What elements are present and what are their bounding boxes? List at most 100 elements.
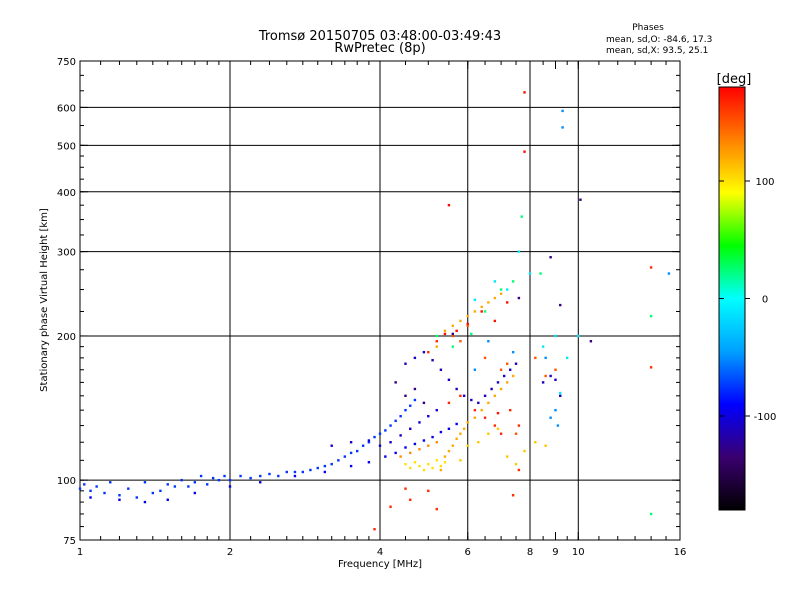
data-point bbox=[378, 444, 382, 447]
data-point bbox=[409, 404, 412, 407]
data-point bbox=[435, 345, 438, 348]
data-point bbox=[268, 472, 271, 476]
data-point bbox=[89, 496, 92, 499]
y-tick-label: 100 bbox=[57, 476, 76, 487]
data-point bbox=[541, 345, 545, 348]
data-point bbox=[404, 394, 407, 398]
data-point bbox=[378, 432, 382, 435]
data-point bbox=[427, 414, 430, 418]
data-point bbox=[78, 487, 82, 490]
data-point bbox=[511, 494, 515, 497]
data-point bbox=[499, 288, 503, 291]
data-point bbox=[277, 474, 280, 478]
data-point bbox=[413, 387, 417, 391]
data-point bbox=[505, 455, 509, 458]
data-point bbox=[394, 419, 397, 423]
data-point bbox=[549, 374, 552, 378]
data-point bbox=[559, 394, 562, 398]
data-point bbox=[223, 474, 226, 478]
data-point bbox=[431, 435, 434, 439]
data-point bbox=[109, 481, 112, 484]
data-point bbox=[439, 368, 443, 371]
data-point bbox=[413, 461, 417, 464]
data-point bbox=[459, 340, 462, 343]
data-point bbox=[565, 356, 569, 360]
data-point bbox=[514, 462, 518, 466]
data-point bbox=[544, 356, 547, 360]
data-point bbox=[427, 462, 430, 466]
y-axis-ticks: 75 100 200 300 400 500 600 750 bbox=[57, 57, 680, 547]
data-point bbox=[349, 441, 353, 444]
data-point bbox=[534, 356, 537, 360]
data-point bbox=[193, 481, 197, 484]
data-point bbox=[293, 474, 297, 478]
data-point bbox=[418, 448, 421, 451]
data-point bbox=[511, 350, 515, 354]
data-point bbox=[473, 368, 477, 371]
data-point bbox=[135, 496, 138, 499]
x-tick-label: 1 bbox=[77, 547, 83, 558]
data-points bbox=[78, 91, 671, 531]
data-point bbox=[508, 368, 512, 371]
data-point bbox=[466, 421, 469, 424]
data-point bbox=[404, 487, 407, 490]
data-point bbox=[487, 432, 490, 435]
data-point bbox=[409, 451, 412, 455]
data-point bbox=[459, 319, 462, 323]
grid-lines bbox=[80, 61, 680, 540]
data-point bbox=[180, 478, 183, 482]
data-point bbox=[431, 466, 434, 470]
data-point bbox=[367, 441, 371, 444]
data-point bbox=[649, 266, 653, 269]
data-point bbox=[447, 401, 451, 405]
data-point bbox=[493, 424, 497, 427]
data-point bbox=[337, 459, 340, 462]
x-tick-label: 4 bbox=[377, 547, 383, 558]
data-point bbox=[404, 408, 407, 412]
data-point bbox=[447, 427, 451, 431]
data-point bbox=[561, 126, 564, 129]
x-tick-label: 8 bbox=[527, 547, 533, 558]
data-point bbox=[399, 414, 402, 418]
data-point bbox=[447, 449, 451, 453]
data-point bbox=[508, 408, 512, 412]
data-point bbox=[579, 198, 582, 201]
data-point bbox=[413, 398, 417, 402]
data-point bbox=[559, 303, 562, 307]
data-point bbox=[409, 427, 412, 431]
chart-subtitle: RwPretec (8p) bbox=[334, 41, 425, 56]
data-point bbox=[514, 432, 518, 435]
data-point bbox=[549, 256, 552, 259]
data-point bbox=[89, 489, 92, 493]
data-point bbox=[483, 394, 487, 398]
data-point bbox=[127, 487, 130, 490]
data-point bbox=[330, 462, 333, 466]
data-point bbox=[239, 474, 242, 478]
data-point bbox=[480, 310, 483, 313]
data-point bbox=[418, 464, 421, 468]
data-point bbox=[435, 408, 438, 412]
data-point bbox=[394, 381, 397, 384]
data-point bbox=[499, 368, 503, 371]
data-point bbox=[118, 494, 121, 497]
data-point bbox=[487, 301, 490, 304]
data-point bbox=[404, 446, 407, 449]
data-point bbox=[435, 441, 438, 444]
x-tick-label: 10 bbox=[572, 547, 585, 558]
data-point bbox=[389, 441, 392, 444]
data-point bbox=[511, 280, 515, 283]
data-point bbox=[459, 459, 462, 462]
data-point bbox=[477, 441, 480, 444]
data-point bbox=[493, 394, 497, 398]
data-point bbox=[443, 455, 447, 458]
data-point bbox=[487, 401, 490, 405]
data-point bbox=[520, 215, 523, 218]
data-point bbox=[316, 466, 319, 470]
data-point bbox=[493, 319, 497, 323]
data-point bbox=[143, 500, 147, 504]
data-point bbox=[228, 485, 232, 488]
phase-stats-o: mean, sd,O: -84.6, 17.3 bbox=[606, 35, 712, 45]
data-point bbox=[435, 507, 438, 511]
data-point bbox=[451, 334, 455, 338]
